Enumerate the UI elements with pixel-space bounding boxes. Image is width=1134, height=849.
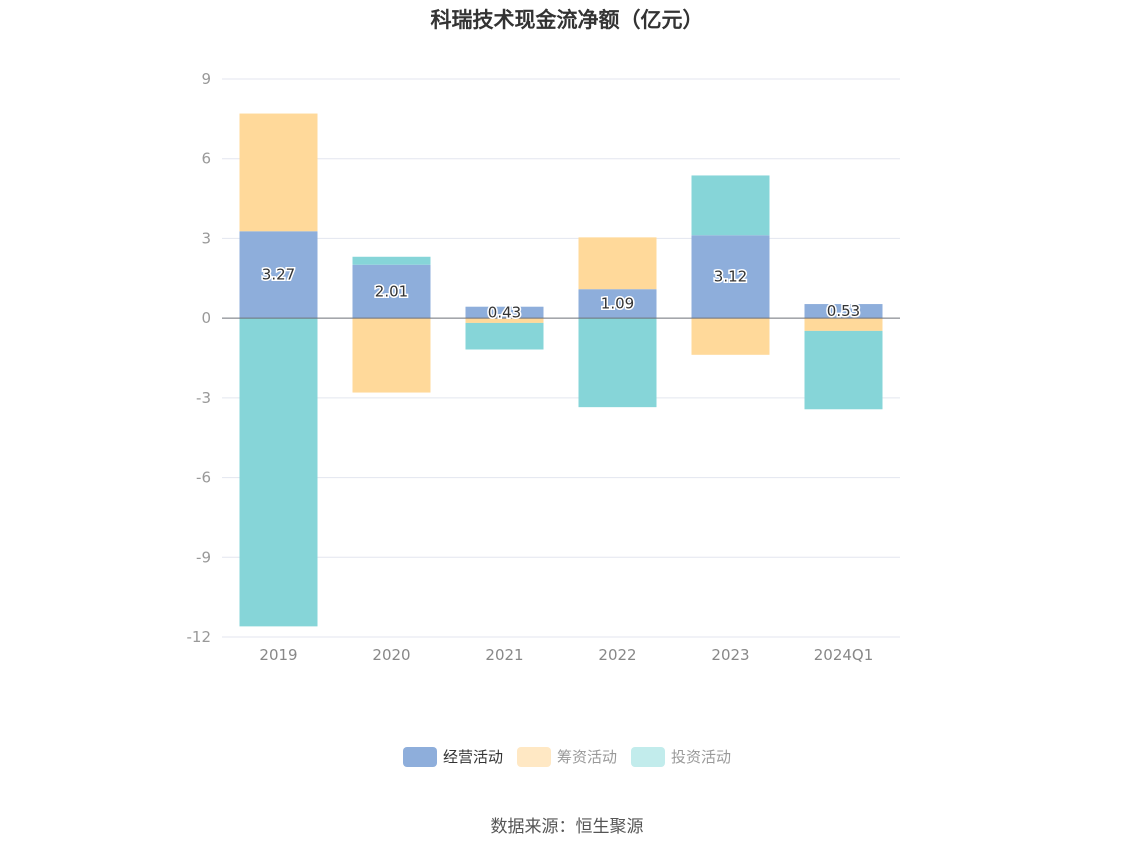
legend-label: 经营活动: [442, 748, 503, 766]
x-tick-label: 2020: [372, 646, 410, 664]
data-label: 3.12: [714, 268, 747, 286]
y-tick-label: -6: [196, 469, 211, 487]
x-tick-label: 2021: [485, 646, 523, 664]
y-tick-label: -3: [196, 389, 211, 407]
x-tick-label: 2023: [711, 646, 749, 664]
bar-2022-投资活动: [578, 318, 657, 408]
x-tick-label: 2022: [598, 646, 636, 664]
legend-swatch: [631, 746, 665, 767]
y-tick-label: 0: [201, 309, 211, 327]
x-tick-label: 2019: [259, 646, 297, 664]
bar-2019-投资活动: [239, 318, 318, 627]
legend-item[interactable]: 投资活动: [631, 746, 731, 767]
data-label: 0.43: [488, 303, 521, 321]
data-label: 3.27: [262, 266, 295, 284]
data-label: 1.09: [601, 295, 634, 313]
y-tick-label: 9: [201, 70, 211, 88]
legend-label: 筹资活动: [556, 748, 617, 766]
data-label: 2.01: [375, 282, 408, 300]
bar-2020-投资活动: [352, 256, 431, 265]
legend-swatch: [516, 746, 551, 767]
bar-2024Q1-经营活动: [804, 304, 883, 319]
bar-2021-经营活动: [465, 306, 544, 319]
bar-2019-经营活动: [239, 231, 318, 319]
legend-swatch: [402, 746, 437, 767]
legend-item[interactable]: 筹资活动: [516, 746, 617, 767]
bar-2024Q1-投资活动: [804, 330, 883, 410]
chart-title: 科瑞技术现金流净额（亿元）: [430, 8, 704, 32]
source-note: 数据来源：恒生聚源: [490, 817, 644, 837]
x-tick-label: 2024Q1: [814, 646, 874, 664]
bar-2020-经营活动: [352, 264, 431, 319]
data-label: 0.53: [827, 302, 860, 320]
bar-2020-筹资活动: [352, 318, 431, 393]
bar-2021-筹资活动: [465, 318, 544, 323]
y-tick-label: 6: [201, 150, 211, 168]
bar-2023-投资活动: [691, 175, 770, 236]
bar-2021-投资活动: [465, 322, 544, 350]
bar-2023-筹资活动: [691, 318, 770, 355]
y-tick-label: -12: [187, 628, 212, 646]
bar-2024Q1-筹资活动: [804, 318, 883, 331]
legend: 经营活动 筹资活动 投资活动: [0, 746, 1134, 767]
bar-2019-筹资活动: [239, 113, 318, 232]
y-tick-label: 3: [201, 229, 211, 247]
legend-item[interactable]: 经营活动: [402, 746, 503, 767]
bar-2022-经营活动: [578, 289, 657, 319]
y-tick-label: -9: [196, 548, 211, 566]
bar-2022-筹资活动: [578, 237, 657, 290]
bar-2023-经营活动: [691, 235, 770, 319]
legend-label: 投资活动: [671, 748, 732, 766]
